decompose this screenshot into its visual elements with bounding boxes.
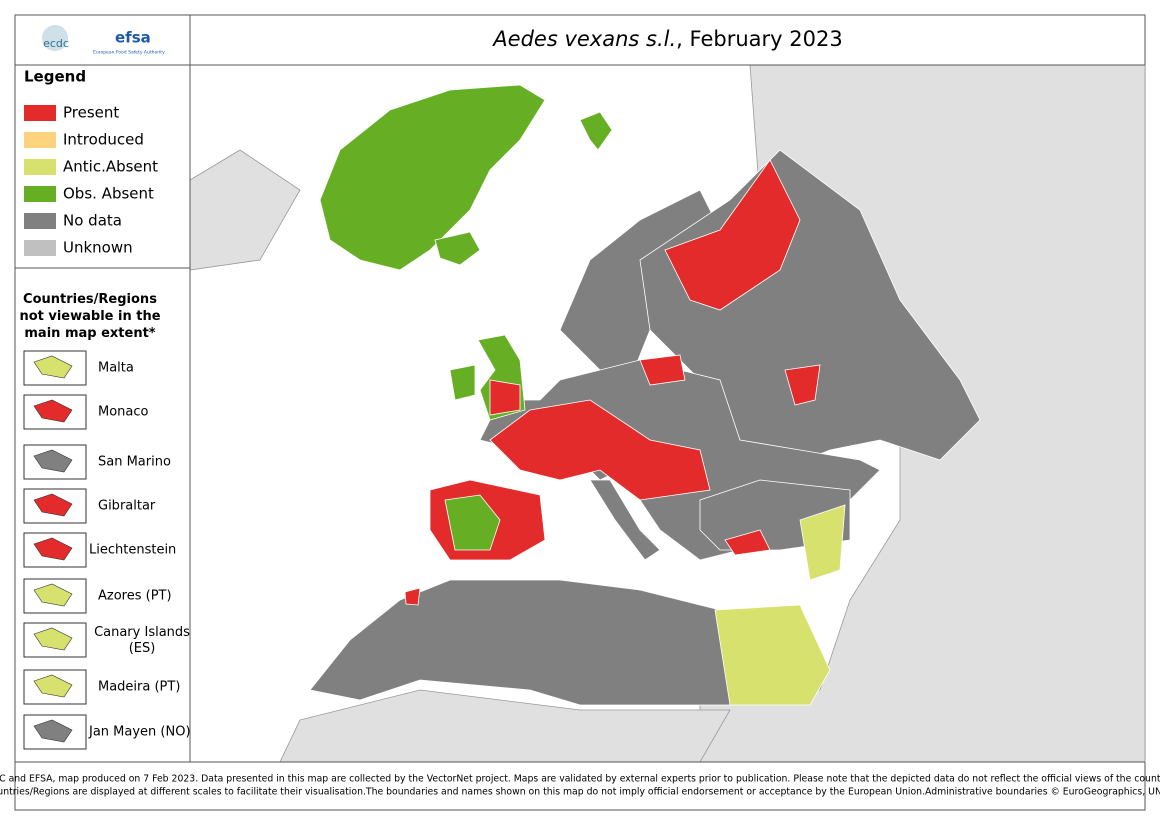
baltic-present — [639, 354, 686, 386]
insets-title-line: main map extent* — [24, 326, 155, 341]
footer-note: ECDC and EFSA, map produced on 7 Feb 202… — [0, 774, 1160, 785]
svalbard — [579, 111, 613, 151]
legend: Present Introduced Antic.Absent Obs. Absent… — [24, 104, 158, 257]
inset-label: San Marino — [98, 455, 171, 470]
logos: ecdc efsa European Food Safety Authority — [42, 25, 165, 56]
russia-present — [664, 159, 801, 311]
inset-shape — [33, 583, 73, 607]
legend-label: Unknown — [63, 239, 133, 257]
inset-shape — [33, 449, 73, 473]
north-africa-present — [404, 587, 421, 606]
insets-title: Countries/Regions not viewable in the main… — [19, 292, 160, 341]
insets-title-line: not viewable in the — [19, 309, 160, 324]
ecdc-logo: ecdc — [43, 37, 69, 50]
inset-label: Gibraltar — [98, 499, 156, 514]
legend-label: Obs. Absent — [63, 185, 154, 203]
inset-label: Liechtenstein — [89, 543, 176, 558]
europe-present — [489, 399, 711, 501]
inset-shape — [33, 674, 73, 698]
inset-label: Malta — [98, 361, 134, 376]
efsa-tagline: European Food Safety Authority — [93, 50, 165, 56]
map-title: Aedes vexans s.l., February 2023 — [491, 27, 842, 51]
inset-shape — [33, 627, 73, 651]
inset-label: Azores (PT) — [98, 589, 172, 604]
ireland — [449, 364, 476, 401]
egypt — [714, 604, 831, 706]
map — [189, 64, 1146, 763]
inset-label: Canary Islands (ES) — [94, 625, 190, 656]
insets-title-line: Countries/Regions — [23, 292, 157, 307]
title-species: Aedes vexans s.l. — [491, 27, 676, 51]
legend-label: Present — [63, 104, 119, 122]
russia-present — [784, 364, 821, 406]
legend-label: Antic.Absent — [63, 158, 158, 176]
inset-label: Jan Mayen (NO) — [88, 725, 191, 740]
footer-note: * Countries/Regions are displayed at dif… — [0, 787, 1160, 798]
inset-shape — [33, 399, 73, 423]
title-date: , February 2023 — [676, 27, 843, 51]
inset-shape — [33, 355, 73, 379]
inset-label: Monaco — [98, 405, 149, 420]
efsa-logo: efsa — [115, 29, 151, 47]
iberia-absent — [444, 494, 501, 551]
legend-label: Introduced — [63, 131, 144, 149]
britain-present — [489, 379, 521, 416]
inset-shape — [33, 537, 73, 561]
iceland — [434, 231, 481, 266]
side-panel — [14, 64, 191, 763]
legend-swatch — [24, 213, 56, 229]
legend-swatch — [24, 186, 56, 202]
legend-label: No data — [63, 212, 122, 230]
inset-label-line: Canary Islands — [94, 625, 190, 640]
inset-box — [23, 714, 87, 750]
greenland — [319, 84, 546, 271]
insets: Malta Monaco San Marino Gibraltar Liechtenst… — [23, 350, 191, 750]
ecdc-globe — [42, 25, 68, 51]
inset-label-line: (ES) — [129, 641, 156, 656]
turkey-present — [724, 529, 771, 556]
inset-shape — [33, 493, 73, 517]
levant — [799, 504, 846, 581]
legend-swatch — [24, 240, 56, 256]
inset-shape — [33, 719, 73, 743]
legend-swatch — [24, 159, 56, 175]
legend-title: Legend — [24, 68, 86, 86]
legend-swatch — [24, 105, 56, 121]
legend-swatch — [24, 132, 56, 148]
inset-label: Madeira (PT) — [98, 680, 180, 695]
italy — [589, 479, 661, 561]
